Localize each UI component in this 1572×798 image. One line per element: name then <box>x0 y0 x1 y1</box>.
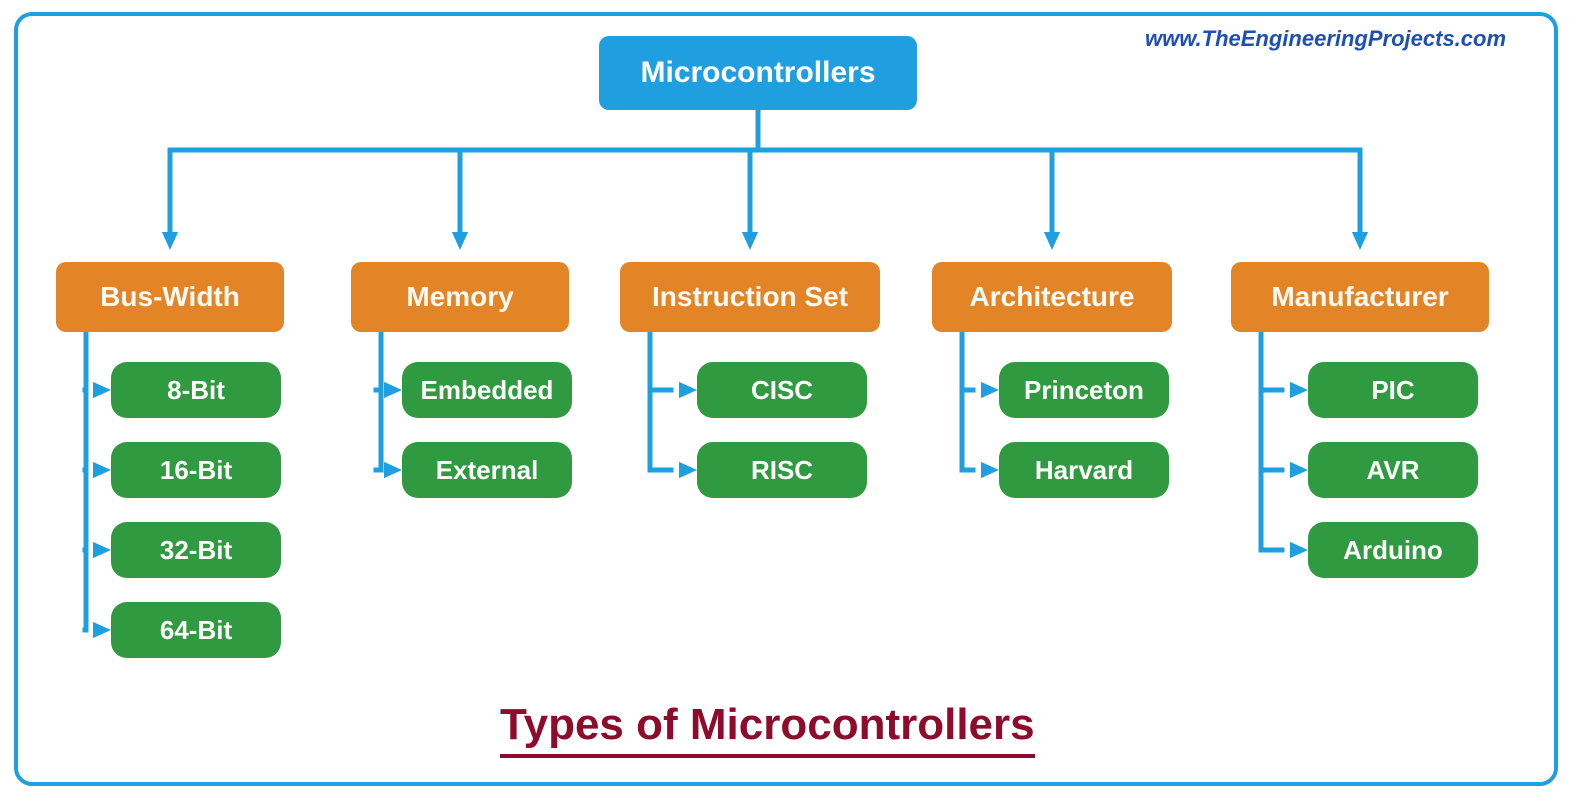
item-label: AVR <box>1367 455 1420 486</box>
item-label: 16-Bit <box>160 455 232 486</box>
title-label: Types of Microcontrollers <box>500 700 1035 749</box>
item-mfr-0: PIC <box>1308 362 1478 418</box>
item-bus-3: 64-Bit <box>111 602 281 658</box>
category-label: Memory <box>406 281 513 313</box>
category-arch: Architecture <box>932 262 1172 332</box>
item-bus-0: 8-Bit <box>111 362 281 418</box>
category-mem: Memory <box>351 262 569 332</box>
category-bus: Bus-Width <box>56 262 284 332</box>
item-label: Embedded <box>421 375 554 406</box>
root-label: Microcontrollers <box>640 56 875 90</box>
item-label: PIC <box>1371 375 1414 406</box>
item-bus-1: 16-Bit <box>111 442 281 498</box>
category-mfr: Manufacturer <box>1231 262 1489 332</box>
item-isa-0: CISC <box>697 362 867 418</box>
item-label: 32-Bit <box>160 535 232 566</box>
item-arch-0: Princeton <box>999 362 1169 418</box>
item-label: Princeton <box>1024 375 1144 406</box>
item-label: RISC <box>751 455 813 486</box>
watermark-label: www.TheEngineeringProjects.com <box>1145 26 1506 52</box>
category-label: Instruction Set <box>652 281 848 313</box>
watermark-text: www.TheEngineeringProjects.com <box>1145 26 1506 52</box>
item-mem-0: Embedded <box>402 362 572 418</box>
category-label: Architecture <box>970 281 1135 313</box>
item-bus-2: 32-Bit <box>111 522 281 578</box>
item-label: External <box>436 455 539 486</box>
category-label: Bus-Width <box>100 281 240 313</box>
category-isa: Instruction Set <box>620 262 880 332</box>
diagram-title: Types of Microcontrollers <box>500 700 1035 758</box>
item-mem-1: External <box>402 442 572 498</box>
category-label: Manufacturer <box>1271 281 1448 313</box>
item-mfr-2: Arduino <box>1308 522 1478 578</box>
item-isa-1: RISC <box>697 442 867 498</box>
item-arch-1: Harvard <box>999 442 1169 498</box>
item-label: 64-Bit <box>160 615 232 646</box>
root-node: Microcontrollers <box>599 36 917 110</box>
item-label: Arduino <box>1343 535 1443 566</box>
item-label: 8-Bit <box>167 375 225 406</box>
item-label: CISC <box>751 375 813 406</box>
item-label: Harvard <box>1035 455 1133 486</box>
item-mfr-1: AVR <box>1308 442 1478 498</box>
